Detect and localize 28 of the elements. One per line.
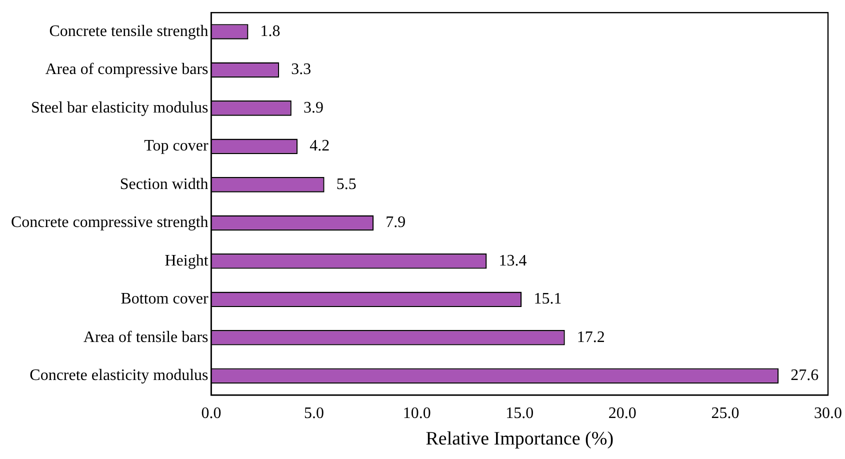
y-tick-label: Bottom cover bbox=[120, 290, 209, 308]
y-tick-label: Concrete compressive strength bbox=[10, 214, 208, 232]
x-tick-label: 30.0 bbox=[814, 404, 842, 422]
data-label: 17.2 bbox=[576, 328, 605, 346]
data-label: 15.1 bbox=[534, 290, 562, 308]
y-tick-label: Area of compressive bars bbox=[45, 61, 208, 78]
data-label: 13.4 bbox=[498, 252, 527, 270]
y-tick-label: Section width bbox=[120, 176, 208, 193]
y-tick-label: Top cover bbox=[144, 138, 209, 155]
y-tick-label: Concrete tensile strength bbox=[49, 22, 208, 40]
y-tick-label: Height bbox=[164, 252, 209, 270]
y-tick-label: Area of tensile bars bbox=[83, 328, 208, 346]
data-label: 5.5 bbox=[336, 176, 356, 193]
x-tick-label: 20.0 bbox=[608, 404, 636, 422]
x-tick-label: 25.0 bbox=[711, 404, 740, 422]
y-tick-label: Concrete elasticity modulus bbox=[30, 367, 208, 384]
data-label: 7.9 bbox=[386, 214, 406, 232]
x-tick-label: 5.0 bbox=[304, 404, 324, 422]
data-label: 27.6 bbox=[790, 367, 819, 384]
data-label: 3.9 bbox=[303, 99, 324, 116]
x-axis-title: Relative Importance (%) bbox=[426, 428, 614, 450]
data-label: 4.2 bbox=[310, 138, 330, 155]
data-label: 3.3 bbox=[291, 61, 312, 78]
data-label: 1.8 bbox=[260, 22, 280, 40]
y-tick-label: Steel bar elasticity modulus bbox=[30, 99, 208, 116]
x-tick-label: 10.0 bbox=[402, 404, 431, 422]
x-tick-label: 15.0 bbox=[506, 404, 534, 422]
x-tick-label: 0.0 bbox=[201, 404, 222, 422]
